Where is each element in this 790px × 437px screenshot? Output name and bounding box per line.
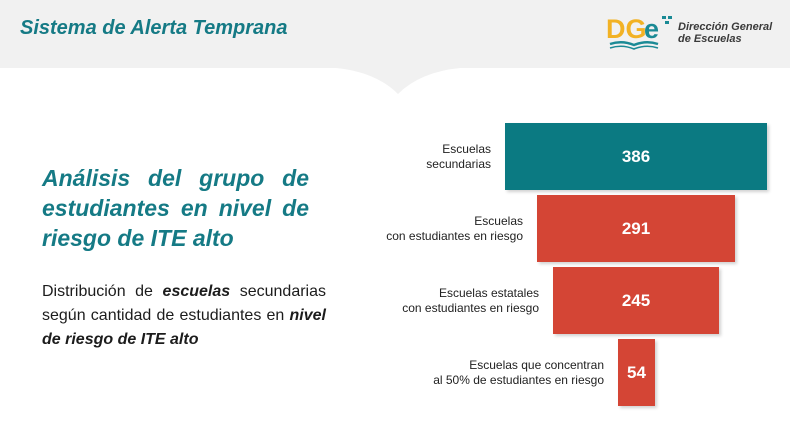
description-text-2: secundarias según cantidad de estudiante… — [42, 283, 327, 324]
funnel-label-4: Escuelas que concentran al 50% de estudia… — [433, 358, 604, 388]
funnel-value-2: 291 — [621, 218, 651, 238]
app-title: Sistema de Alerta Temprana — [20, 17, 288, 39]
svg-text:e: e — [644, 14, 659, 44]
funnel-bar-3: 245 — [553, 267, 719, 334]
funnel-label-4-line-1: Escuelas que concentran — [469, 357, 604, 372]
logo-name-line1: Dirección General — [678, 21, 773, 33]
section-description: Distribución de escuelas secundarias seg… — [42, 280, 326, 352]
funnel-label-4-line-2: al 50% de estudiantes en riesgo — [433, 372, 604, 387]
description-emphasis-2: nivel de riesgo de ITE alto — [42, 307, 326, 348]
svg-text:DG: DG — [606, 14, 647, 44]
funnel-label-2-line-2: con estudiantes en riesgo — [386, 228, 523, 243]
funnel-bar-1: 386 — [505, 123, 767, 190]
header-bar: Sistema de Alerta Temprana DG e Direcció… — [0, 0, 790, 94]
funnel-label-3: Escuelas estatales con estudiantes en rie… — [402, 286, 539, 316]
dge-logo-icon: DG e — [606, 14, 672, 50]
funnel-label-3-line-1: Escuelas estatales — [438, 285, 539, 300]
funnel-label-1-line-2: secundarias — [426, 156, 491, 171]
funnel-label-1-line-1: Escuelas — [442, 141, 491, 156]
funnel-label-2-line-1: Escuelas — [474, 213, 523, 228]
funnel-bar-4: 54 — [618, 339, 655, 406]
funnel-label-2: Escuelas con estudiantes en riesgo — [386, 214, 523, 244]
funnel-value-1: 386 — [621, 146, 651, 166]
funnel-label-1: Escuelas secundarias — [426, 142, 491, 172]
funnel-value-4: 54 — [627, 362, 646, 382]
funnel-value-3: 245 — [621, 290, 651, 310]
funnel-bar-2: 291 — [537, 195, 735, 262]
section-title: Análisis del grupo de estudiantes en niv… — [42, 165, 309, 251]
dge-logo: DG e Dirección General de Escuelas — [606, 10, 786, 58]
description-emphasis-1: escuelas — [162, 283, 231, 300]
description-text-1: Distribución de — [42, 283, 163, 300]
dge-logo-text: Dirección General de Escuelas — [678, 21, 772, 45]
header-notch — [0, 0, 790, 94]
funnel-label-3-line-2: con estudiantes en riesgo — [402, 300, 539, 315]
logo-name-line2: de Escuelas — [678, 33, 742, 45]
